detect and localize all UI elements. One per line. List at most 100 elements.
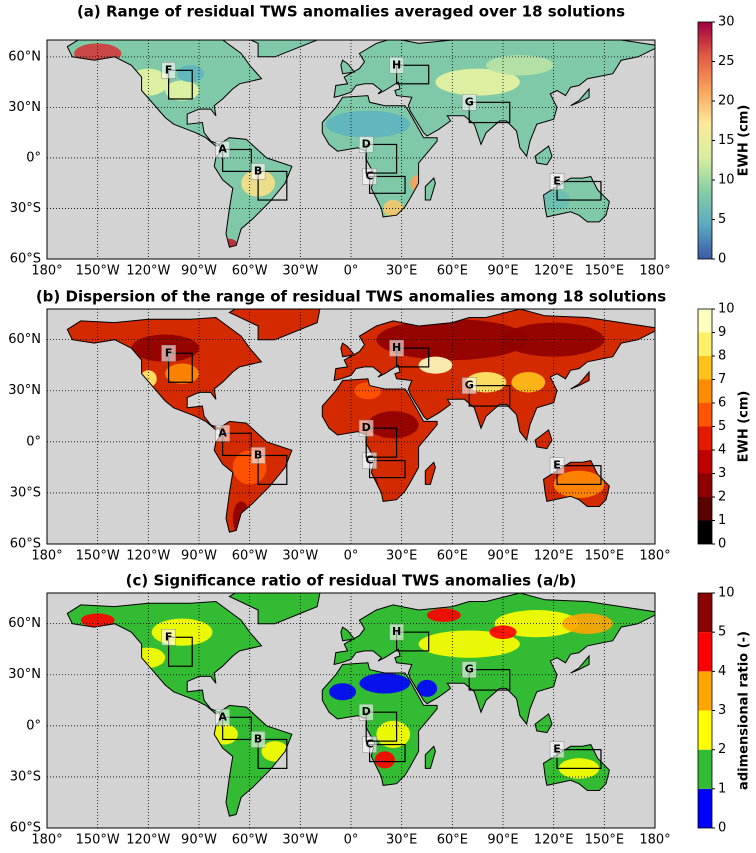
region-label-bg [358,703,374,721]
lat-tick-label: 30°S [10,769,41,784]
lon-tick-label: 60°W [232,264,268,279]
region-label: A [218,143,227,156]
lon-tick-label: 60°W [232,549,268,564]
region-label-bg [250,731,266,748]
region-box [368,459,406,479]
colorbar-tick-label: 8 [718,349,726,364]
colorbar-segment [698,332,712,356]
anomaly-area [165,80,199,101]
lon-tick-label: 120°W [126,833,170,848]
lon-tick-label: 150°W [76,833,120,848]
region-label-bg [549,173,565,190]
region-box [556,180,602,201]
region-label-bg [389,57,404,74]
lon-tick-label: 30°W [282,833,318,848]
anomaly-area [329,683,357,701]
region-label-bg [389,623,404,641]
lon-tick-label: 60°E [437,264,468,279]
anomaly-area [374,751,395,769]
region-box [222,148,252,172]
lat-tick-label: 0° [26,150,41,165]
region-label: A [218,710,227,723]
colorbar-segment [698,632,712,672]
region-label: H [392,625,401,638]
lon-tick-label: 0° [344,549,359,564]
colorbar-segment [698,497,712,521]
lat-tick-label: 60°S [10,252,41,267]
region-label-bg [549,741,565,758]
region-label-bg [215,709,230,726]
colorbar-segment [698,356,712,380]
colorbar-tick-label: 2 [718,742,726,757]
colorbar-tick-label: 4 [718,443,726,458]
lon-tick-label: 30°W [282,264,318,279]
colorbar-segment [698,710,712,750]
anomaly-area [418,356,453,374]
lon-tick-label: 120°E [534,549,574,564]
panel-title: (b) Dispersion of the range of residual … [36,288,666,306]
colorbar-segment [698,749,712,789]
lat-tick-label: 30°S [10,485,41,500]
colorbar-tick-label: 6 [718,396,726,411]
lon-tick-label: 150°W [76,264,120,279]
lon-tick-label: 180° [639,264,670,279]
colorbar-label: adimensional ratio (-) [737,631,752,790]
map: A B C D E F G H [47,593,655,828]
colorbar-segment [698,309,712,333]
lon-tick-label: 150°E [585,833,625,848]
region-label-bg [461,94,477,111]
colorbar-tick-label: 9 [718,325,726,340]
colorbar-segment [698,671,712,711]
colorbar-segment [698,403,712,427]
anomaly-area [151,618,213,646]
colorbar-tick-label: 0 [718,537,726,552]
colorbar-tick-label: 0 [718,821,726,836]
region-box [257,738,288,769]
anomaly-area [435,68,520,96]
anomaly-area [486,55,554,76]
region-label-bg [461,377,477,394]
anomaly-area [383,200,404,217]
colorbar-tick-label: 0 [718,252,726,267]
colorbar-tick-label: 30 [718,15,735,30]
region-label: F [165,346,173,359]
lat-tick-label: 0° [26,718,41,733]
lat-tick-label: 30°N [8,100,41,115]
anomaly-area [416,679,438,697]
region-label-bg [215,141,230,158]
colorbar-tick-label: 3 [718,466,726,481]
region-box [365,427,398,458]
region-label: D [362,705,371,718]
colorbar-tick-label: 1 [718,781,726,796]
lon-tick-label: 180° [31,549,62,564]
colorbar-tick-label: 7 [718,372,726,387]
colorbar-tick-label: 10 [718,302,735,317]
region-label: C [366,738,374,751]
region-label-bg [461,661,477,678]
anomaly-area [325,110,411,138]
lon-tick-label: 90°W [181,549,217,564]
region-label: C [366,169,374,182]
lon-tick-label: 150°E [585,264,625,279]
colorbar-tick-label: 10 [718,173,735,188]
lat-tick-label: 30°N [8,383,41,398]
anomaly-area [427,608,461,622]
colorbar-tick-label: 1 [718,513,726,528]
region-label: B [254,448,262,461]
colorbar-segment [698,426,712,450]
region-box [257,170,288,201]
region-label: D [362,137,371,150]
colorbar-tick-label: 25 [718,54,735,69]
region-label: D [362,421,371,434]
colorbar-tick-label: 5 [718,419,726,434]
region-label: B [254,164,262,177]
lon-tick-label: 120°W [126,549,170,564]
lon-tick-label: 120°W [126,264,170,279]
lon-tick-label: 180° [31,264,62,279]
coastline [66,309,655,533]
colorbar-label: EWH (cm) [737,105,752,177]
anomaly-area [376,720,411,748]
map-frame [46,39,656,260]
anomaly-area [177,65,205,83]
